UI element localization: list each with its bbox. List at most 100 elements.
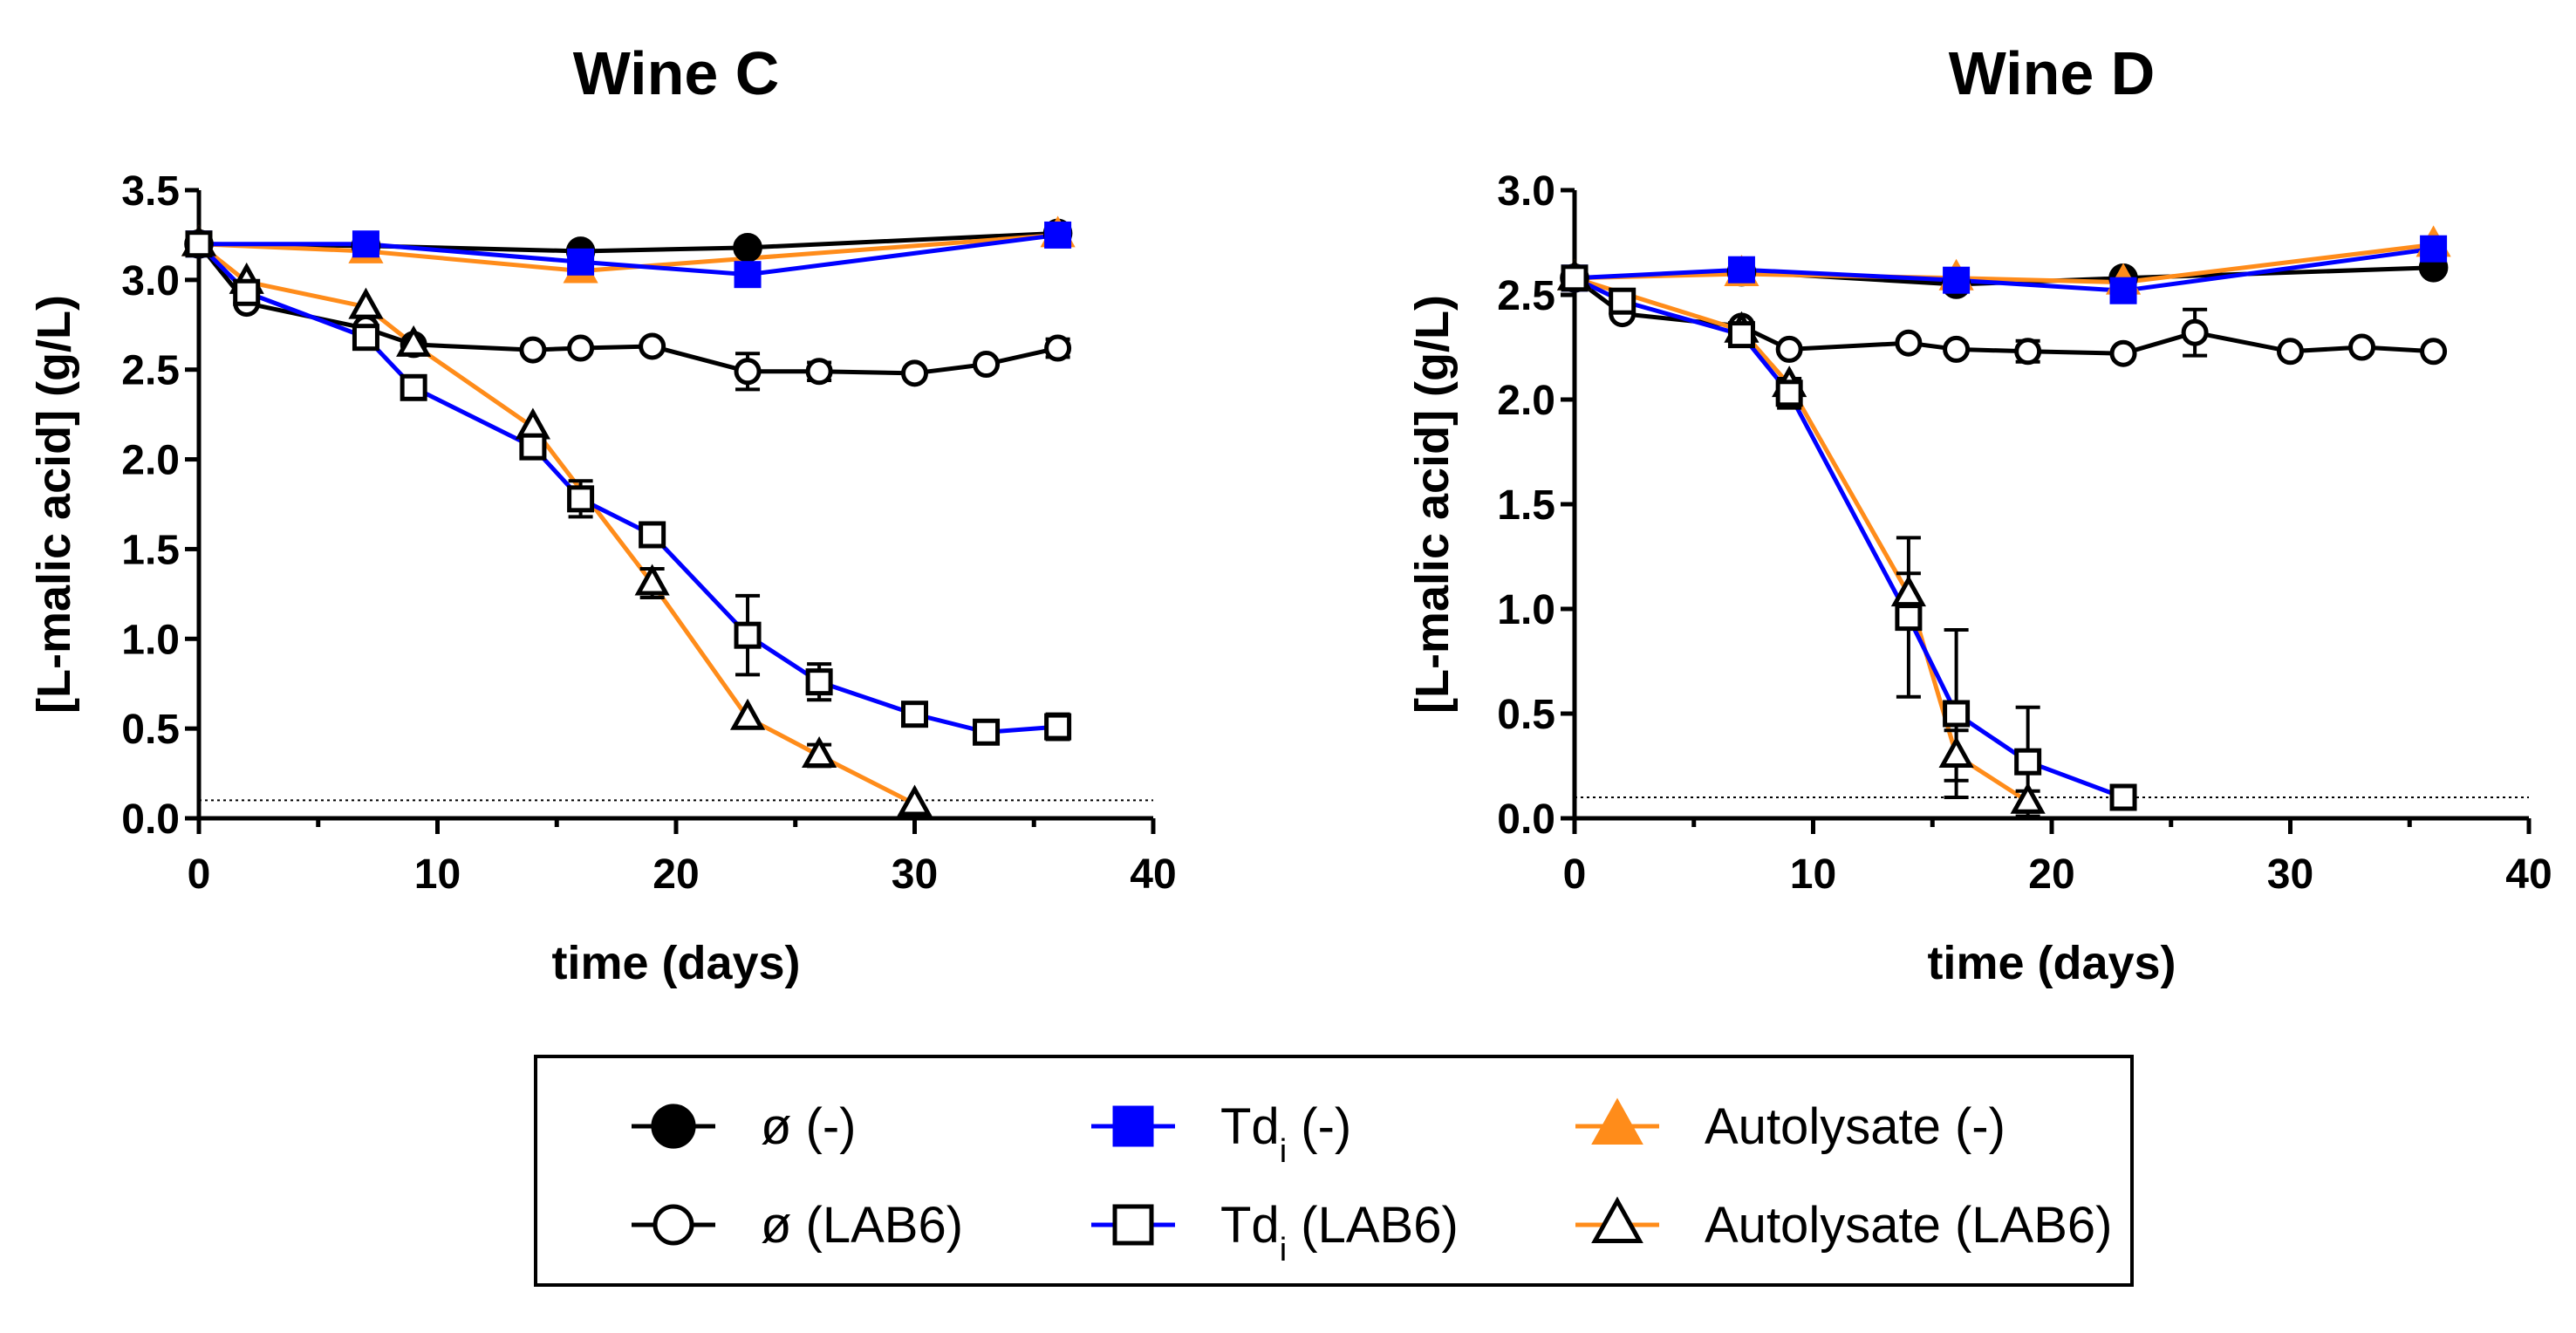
wine-d-y-tick-label: 1.0 xyxy=(1497,587,1555,633)
wine-c-point-tdi-lab6 xyxy=(639,521,666,549)
wine-d-x-tick-label: 10 xyxy=(1790,851,1836,898)
legend-autolysate-marker xyxy=(1591,1097,1643,1145)
wine-d-title: Wine D xyxy=(1949,39,2156,107)
wine-c-y-tick-label: 1.5 xyxy=(121,527,180,573)
wine-d-point-autolysate-lab6 xyxy=(1890,575,1926,607)
legend-autolysate-lab6-marker xyxy=(1591,1196,1643,1244)
wine-c-line-autolysate-lab6 xyxy=(197,242,916,806)
wine-d-point-tdi xyxy=(2420,235,2448,263)
wine-c-line-autolysate xyxy=(198,232,1058,274)
wine-d-point-none-lab6 xyxy=(1943,335,1971,363)
wine-d-y-tick-label: 2.5 xyxy=(1497,273,1555,319)
wine-c-point-autolysate-lab6 xyxy=(729,698,766,730)
wine-c-point-tdi-lab6 xyxy=(973,718,1001,746)
wine-c-x-axis-label: time (days) xyxy=(551,937,800,989)
wine-c-point-tdi-lab6 xyxy=(805,668,833,696)
wine-c-point-none-lab6 xyxy=(973,351,1001,379)
legend-none-marker xyxy=(651,1104,696,1149)
wine-d-x-axis-label: time (days) xyxy=(1927,937,2176,989)
legend-box xyxy=(534,1055,2134,1287)
wine-d-point-autolysate-lab6 xyxy=(2010,782,2046,814)
wine-d-point-none-lab6 xyxy=(2348,333,2376,361)
legend-none-lab6-label: ø (LAB6) xyxy=(761,1197,963,1254)
wine-c-y-tick-label: 0.5 xyxy=(121,707,180,753)
wine-c-point-none-lab6 xyxy=(639,332,666,360)
wine-d-point-autolysate-lab6 xyxy=(1938,735,1974,768)
wine-d-point-tdi xyxy=(2109,277,2137,304)
wine-c-point-none-lab6 xyxy=(519,336,547,364)
legend: ø (-) ø (LAB6) Tdi (-) Tdi (LAB6) Autolysate… xyxy=(534,1055,2134,1287)
wine-c-point-none-lab6 xyxy=(567,334,595,362)
wine-d-point-none-lab6 xyxy=(2420,338,2448,366)
wine-c-x-tick-label: 0 xyxy=(188,851,211,898)
wine-c-y-tick-label: 3.5 xyxy=(121,168,180,215)
wine-d-point-tdi xyxy=(1943,266,1971,294)
wine-c-point-none-lab6 xyxy=(734,358,762,386)
wine-c-point-autolysate-lab6 xyxy=(348,287,384,319)
wine-d-line-tdi-lab6 xyxy=(1573,276,2124,800)
wine-c-point-tdi xyxy=(1044,221,1072,249)
panel-wine-d: Wine D 0.0 0.5 1.0 1.5 2.0 2.5 3.0 0 10 20 30 40 time… xyxy=(1406,39,2552,989)
wine-d-point-tdi-lab6 xyxy=(2109,783,2137,811)
legend-autolysate-lab6-label: Autolysate (LAB6) xyxy=(1705,1197,2112,1254)
wine-c-point-tdi-lab6 xyxy=(519,433,547,461)
wine-d-y-axis-label: [L-malic acid] (g/L) xyxy=(1406,295,1459,714)
legend-tdi-lab6-label: Tdi (LAB6) xyxy=(1220,1197,1459,1268)
wine-d-y-tick-label: 0.0 xyxy=(1497,796,1555,843)
wine-c-point-autolysate-lab6 xyxy=(396,325,432,357)
wine-d-point-tdi-lab6 xyxy=(1561,264,1589,292)
wine-d-point-none-lab6 xyxy=(1775,335,1803,363)
legend-autolysate-label: Autolysate (-) xyxy=(1705,1098,2005,1155)
wine-c-x-tick-label: 10 xyxy=(414,851,461,898)
wine-d-point-tdi xyxy=(1727,256,1755,284)
wine-c-x-tick-label: 30 xyxy=(892,851,938,898)
wine-c-point-none-lab6 xyxy=(1044,334,1072,362)
wine-c-point-none-lab6 xyxy=(901,359,928,387)
wine-d-point-tdi-lab6 xyxy=(1943,700,1971,728)
wine-c-point-tdi-lab6 xyxy=(1044,713,1072,741)
legend-none-lab6-marker xyxy=(653,1204,694,1246)
wine-c-point-tdi-lab6 xyxy=(734,621,762,649)
wine-d-point-none-lab6 xyxy=(1895,329,1923,357)
legend-none-label: ø (-) xyxy=(761,1098,857,1155)
wine-d-point-none-lab6 xyxy=(2277,338,2304,366)
wine-d-y-tick-label: 1.5 xyxy=(1497,482,1555,529)
wine-d-line-tdi xyxy=(1574,246,2434,293)
wine-c-point-none xyxy=(733,233,762,263)
wine-c-y-tick-label: 0.0 xyxy=(121,796,180,843)
wine-d-x-tick-label: 0 xyxy=(1563,851,1587,898)
wine-c-y-axis-label: [L-malic acid] (g/L) xyxy=(28,295,80,714)
legend-tdi-label: Tdi (-) xyxy=(1220,1098,1351,1170)
wine-c-point-autolysate-lab6 xyxy=(802,735,837,768)
wine-d-y-tick-label: 3.0 xyxy=(1497,168,1555,215)
wine-d-point-tdi-lab6 xyxy=(1895,604,1923,632)
wine-c-line-tdi-lab6 xyxy=(197,242,1058,735)
wine-d-point-none-lab6 xyxy=(2181,318,2209,346)
wine-d-point-tdi-lab6 xyxy=(1609,287,1636,315)
wine-d-point-none-lab6 xyxy=(2109,339,2137,367)
wine-c-point-autolysate-lab6 xyxy=(897,784,933,817)
wine-c-y-tick-label: 2.0 xyxy=(121,438,180,484)
wine-c-x-tick-label: 20 xyxy=(653,851,699,898)
wine-d-y-tick-label: 2.0 xyxy=(1497,378,1555,424)
wine-d-point-tdi-lab6 xyxy=(1775,379,1803,407)
legend-tdi-lab6-marker xyxy=(1112,1204,1154,1246)
wine-c-title: Wine C xyxy=(573,39,780,107)
wine-c-point-tdi-lab6 xyxy=(352,324,379,352)
wine-c-point-none-lab6 xyxy=(805,358,833,386)
wine-c-point-tdi-lab6 xyxy=(901,701,928,728)
wine-c-point-tdi xyxy=(734,261,762,289)
wine-d-x-tick-label: 30 xyxy=(2267,851,2313,898)
wine-c-point-tdi xyxy=(567,248,595,276)
wine-d-point-tdi-lab6 xyxy=(2014,748,2042,776)
wine-c-y-tick-label: 1.0 xyxy=(121,617,180,663)
wine-c-point-autolysate-lab6 xyxy=(634,564,670,596)
wine-d-line-autolysate xyxy=(1574,242,2434,285)
wine-d-line-none-lab6 xyxy=(1573,276,2434,356)
wine-c-y-tick-label: 3.0 xyxy=(121,258,180,304)
wine-c-point-tdi xyxy=(352,230,379,258)
wine-d-x-tick-label: 20 xyxy=(2028,851,2074,898)
wine-c-y-tick-label: 2.5 xyxy=(121,348,180,394)
wine-d-x-tick-label: 40 xyxy=(2505,851,2552,898)
